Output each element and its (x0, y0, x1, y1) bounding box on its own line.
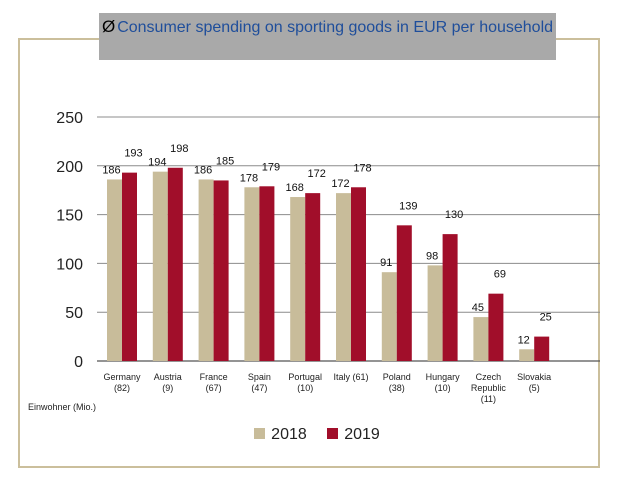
y-tick-label-150: 150 (56, 208, 83, 225)
y-tick-label-50: 50 (65, 305, 83, 322)
bar-2019-5 (351, 187, 366, 361)
bar-2018-9 (519, 349, 535, 361)
bar-2019-9 (534, 336, 550, 361)
x-tick-label-9-1: (5) (529, 383, 540, 393)
data-label-2018-6: 91 (380, 257, 392, 269)
x-tick-label-1-0: Austria (154, 372, 182, 382)
data-label-2019-2: 185 (216, 155, 234, 167)
bar-2019-6 (396, 225, 412, 361)
y-tick-label-250: 250 (56, 110, 83, 127)
x-tick-label-7-0: Hungary (426, 372, 461, 382)
y-tick-label-200: 200 (56, 159, 83, 176)
bar-2018-7 (427, 265, 443, 361)
data-label-2019-9: 25 (540, 312, 552, 324)
x-tick-label-2-1: (67) (206, 383, 222, 393)
data-label-2019-3: 179 (262, 161, 280, 173)
bar-2018-0 (107, 179, 122, 361)
data-label-2019-1: 198 (170, 143, 188, 155)
x-tick-label-8-2: (11) (481, 394, 496, 404)
x-tick-label-4-0: Portugal (288, 372, 322, 382)
x-tick-label-6-1: (38) (389, 383, 405, 393)
x-tick-label-3-1: (47) (251, 383, 267, 393)
data-label-2018-9: 12 (518, 334, 530, 346)
data-label-2018-2: 186 (194, 164, 212, 176)
data-label-2019-7: 130 (445, 209, 463, 221)
y-tick-label-100: 100 (56, 256, 83, 273)
x-tick-label-6-0: Poland (383, 372, 411, 382)
chart-title: Consumer spending on sporting goods in E… (117, 19, 554, 36)
x-tick-label-1-1: (9) (162, 383, 173, 393)
bar-2019-2 (213, 180, 229, 361)
bar-2019-8 (488, 293, 504, 361)
bar-2018-3 (244, 187, 260, 361)
data-label-2019-4: 172 (308, 168, 326, 180)
x-tick-label-0-1: (82) (114, 383, 130, 393)
data-label-2019-0: 193 (124, 148, 142, 160)
data-label-2018-8: 45 (472, 302, 484, 314)
bar-2019-0 (122, 172, 137, 361)
bar-2018-4 (290, 197, 306, 361)
legend-swatch-2018 (254, 428, 266, 440)
bar-2019-7 (442, 234, 458, 361)
footnote: Einwohner (Mio.) (28, 402, 96, 412)
x-tick-label-2-0: France (200, 372, 228, 382)
data-label-2018-0: 186 (102, 164, 120, 176)
x-tick-label-5-0: Italy (61) (333, 372, 368, 382)
legend-item-2019: 2019 (327, 426, 380, 444)
legend-label-2018: 2018 (271, 426, 307, 443)
x-tick-label-3-0: Spain (248, 372, 271, 382)
bar-2018-6 (381, 272, 397, 361)
data-label-2018-4: 168 (286, 182, 304, 194)
data-label-2018-3: 178 (240, 172, 258, 184)
x-tick-label-8-1: Republic (471, 383, 507, 393)
bar-2018-2 (198, 179, 214, 361)
x-tick-label-8-0: Czech (476, 372, 502, 382)
bar-2018-5 (336, 193, 351, 361)
y-tick-label-0: 0 (74, 354, 83, 371)
data-label-2018-1: 194 (148, 157, 166, 169)
data-label-2019-8: 69 (494, 269, 506, 281)
x-tick-label-9-0: Slovakia (517, 372, 551, 382)
bar-2018-8 (473, 317, 489, 361)
legend: 2018 2019 (0, 426, 634, 444)
x-tick-label-0-0: Germany (103, 372, 141, 382)
bar-2019-3 (259, 186, 275, 361)
x-tick-label-7-1: (10) (435, 383, 451, 393)
bar-2019-4 (305, 193, 321, 361)
bar-2018-1 (152, 171, 168, 361)
data-label-2019-6: 139 (399, 200, 417, 212)
data-label-2018-7: 98 (426, 250, 438, 262)
data-label-2019-5: 178 (353, 162, 371, 174)
x-tick-label-4-1: (10) (297, 383, 313, 393)
bar-2019-1 (167, 167, 183, 361)
data-label-2018-5: 172 (331, 178, 349, 190)
title-prefix: Ø (101, 17, 116, 36)
legend-swatch-2019 (327, 428, 339, 440)
chart-title-box: Ø Consumer spending on sporting goods in … (99, 13, 556, 60)
legend-item-2018: 2018 (254, 426, 307, 444)
legend-label-2019: 2019 (344, 426, 380, 443)
